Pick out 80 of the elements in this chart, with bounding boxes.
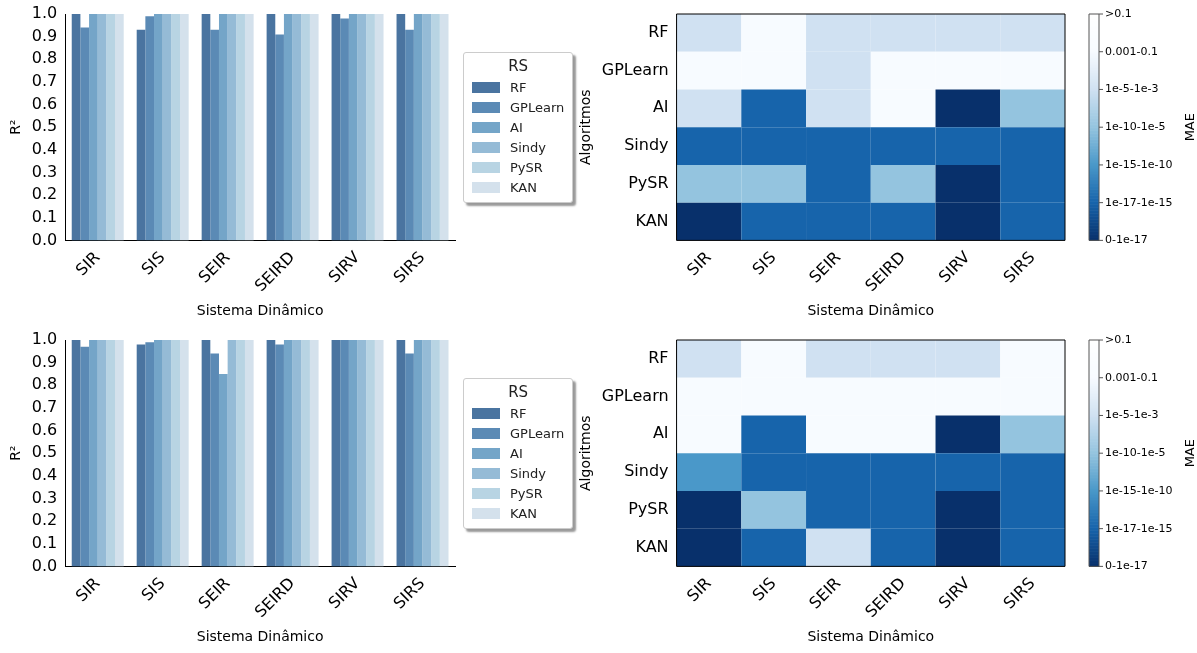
y-tick-label: 0.6 — [31, 93, 58, 113]
color-bar-label: 1e-10-1e-5 — [1105, 446, 1166, 460]
color-bar-label: 0.001-0.1 — [1105, 370, 1158, 384]
x-tick-label: SIS — [137, 573, 169, 605]
color-bar-title: MAE — [1182, 113, 1197, 142]
color-bar-label: >0.1 — [1105, 6, 1132, 20]
y-tick-label: 0.7 — [31, 397, 58, 417]
y-tick-label: 0.3 — [31, 487, 58, 507]
legend-label: KAN — [510, 506, 537, 522]
legend-title: RS — [507, 382, 530, 401]
legend-label: PySR — [510, 486, 543, 502]
y-tick-label: 0.0 — [31, 229, 58, 249]
y-axis-title: Algoritmos — [577, 415, 594, 491]
x-tick-label: SIR — [71, 247, 104, 280]
legend-label: GPLearn — [510, 426, 565, 442]
legend-label: Sindy — [510, 140, 547, 156]
y-tick-label: 0.9 — [31, 351, 58, 371]
legend-title: RS — [507, 56, 530, 75]
legend-label: AI — [510, 120, 523, 136]
y-tick-label: 0.2 — [31, 510, 58, 530]
color-bar-title: MAE — [1182, 439, 1197, 468]
y-tick-label: PySR — [628, 498, 669, 518]
color-bar-label: 1e-17-1e-15 — [1105, 521, 1173, 535]
x-tick-label: SIS — [137, 247, 169, 279]
y-tick-label: 0.0 — [31, 555, 58, 575]
y-tick-label: GPLearn — [601, 59, 669, 79]
y-tick-label: KAN — [635, 210, 669, 230]
legend-label: Sindy — [510, 466, 547, 482]
y-tick-label: 1.0 — [31, 3, 58, 23]
y-axis-title: Algoritmos — [577, 89, 594, 165]
y-tick-label: 0.3 — [31, 161, 58, 181]
y-tick-label: 1.0 — [31, 329, 58, 349]
legend-label: AI — [510, 446, 523, 462]
x-tick-label: SIS — [748, 247, 780, 279]
x-axis-title: Sistema Dinâmico — [807, 628, 935, 645]
x-axis-title: Sistema Dinâmico — [196, 628, 324, 645]
y-tick-label: RF — [648, 22, 669, 42]
y-tick-label: PySR — [628, 172, 669, 192]
color-bar-label: 1e-10-1e-5 — [1105, 120, 1166, 134]
legend-label: GPLearn — [510, 100, 565, 116]
y-tick-label: GPLearn — [601, 385, 669, 405]
color-bar-label: 1e-15-1e-10 — [1105, 157, 1173, 171]
y-tick-label: 0.6 — [31, 419, 58, 439]
y-tick-label: KAN — [635, 536, 669, 556]
y-tick-label: 0.1 — [31, 532, 58, 552]
legend-label: RF — [510, 80, 527, 96]
x-tick-label: SIS — [748, 573, 780, 605]
y-tick-label: 0.5 — [31, 442, 58, 462]
y-tick-label: 0.5 — [31, 116, 58, 136]
y-tick-label: AI — [652, 97, 669, 117]
x-axis-title: Sistema Dinâmico — [196, 302, 324, 319]
y-tick-label: 0.9 — [31, 25, 58, 45]
y-tick-label: 0.8 — [31, 48, 58, 68]
y-axis-title: R² — [7, 445, 24, 461]
y-tick-label: 0.1 — [31, 206, 58, 226]
y-tick-label: Sindy — [624, 461, 669, 481]
x-tick-label: SIR — [682, 573, 715, 606]
y-axis-title: R² — [7, 119, 24, 135]
color-bar-label: 1e-17-1e-15 — [1105, 195, 1173, 209]
legend-label: PySR — [510, 160, 543, 176]
legend-label: RF — [510, 406, 527, 422]
x-tick-label: SIR — [71, 573, 104, 606]
color-bar-label: 1e-5-1e-3 — [1105, 408, 1159, 422]
color-bar-label: 0-1e-17 — [1105, 233, 1148, 247]
legend-label: KAN — [510, 180, 537, 196]
y-tick-label: 0.8 — [31, 374, 58, 394]
y-tick-label: 0.2 — [31, 184, 58, 204]
color-bar-label: 0.001-0.1 — [1105, 44, 1158, 58]
color-bar-label: 1e-5-1e-3 — [1105, 82, 1159, 96]
x-tick-label: SIR — [682, 247, 715, 280]
color-bar-label: 0-1e-17 — [1105, 559, 1148, 573]
y-tick-label: RF — [648, 348, 669, 368]
y-tick-label: 0.7 — [31, 71, 58, 91]
y-tick-label: 0.4 — [31, 138, 58, 158]
y-tick-label: AI — [652, 423, 669, 443]
color-bar-label: 1e-15-1e-10 — [1105, 483, 1173, 497]
color-bar-label: >0.1 — [1105, 332, 1132, 346]
y-tick-label: 0.4 — [31, 464, 58, 484]
x-axis-title: Sistema Dinâmico — [807, 302, 935, 319]
y-tick-label: Sindy — [624, 135, 669, 155]
